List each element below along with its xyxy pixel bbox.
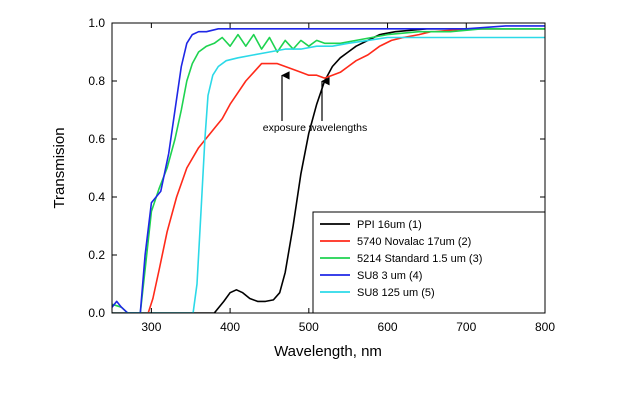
legend-box	[312, 211, 546, 314]
x-tick-label: 400	[220, 320, 240, 334]
y-tick-label: 1.0	[88, 16, 105, 30]
x-tick-label: 800	[535, 320, 555, 334]
legend: PPI 16um (1) 5740 Novalac 17um (2) 5214 St…	[312, 211, 546, 314]
tick-layer: 300 400 500 600 700 800 0.0 0.2 0.4 0.6 0.8 1.0	[88, 16, 555, 334]
y-tick-label: 0.2	[88, 248, 105, 262]
annotation-text: exposure wavelengths	[263, 122, 367, 134]
x-tick-label: 300	[141, 320, 161, 334]
legend-label-1: PPI 16um (1)	[357, 219, 422, 231]
x-tick-label: 600	[378, 320, 398, 334]
y-tick-label: 0.4	[88, 190, 105, 204]
legend-label-4: SU8 3 um (4)	[357, 270, 422, 282]
series-line-5	[112, 36, 545, 313]
x-tick-label: 500	[299, 320, 319, 334]
legend-label-2: 5740 Novalac 17um (2)	[357, 236, 471, 248]
legend-label-3: 5214 Standard 1.5 um (3)	[357, 253, 482, 265]
series-line-3	[112, 28, 545, 313]
x-tick-label: 700	[456, 320, 476, 334]
x-axis-title: Wavelength, nm	[274, 343, 382, 360]
y-tick-label: 0.0	[88, 306, 105, 320]
series-line-1	[112, 28, 545, 313]
series-layer	[112, 25, 545, 313]
annotation: exposure wavelengths	[263, 71, 367, 134]
y-tick-label: 0.8	[88, 74, 105, 88]
series-line-4	[112, 25, 545, 313]
y-axis-title: Transmision	[51, 127, 68, 208]
y-tick-label: 0.6	[88, 132, 105, 146]
legend-label-5: SU8 125 um (5)	[357, 287, 435, 299]
